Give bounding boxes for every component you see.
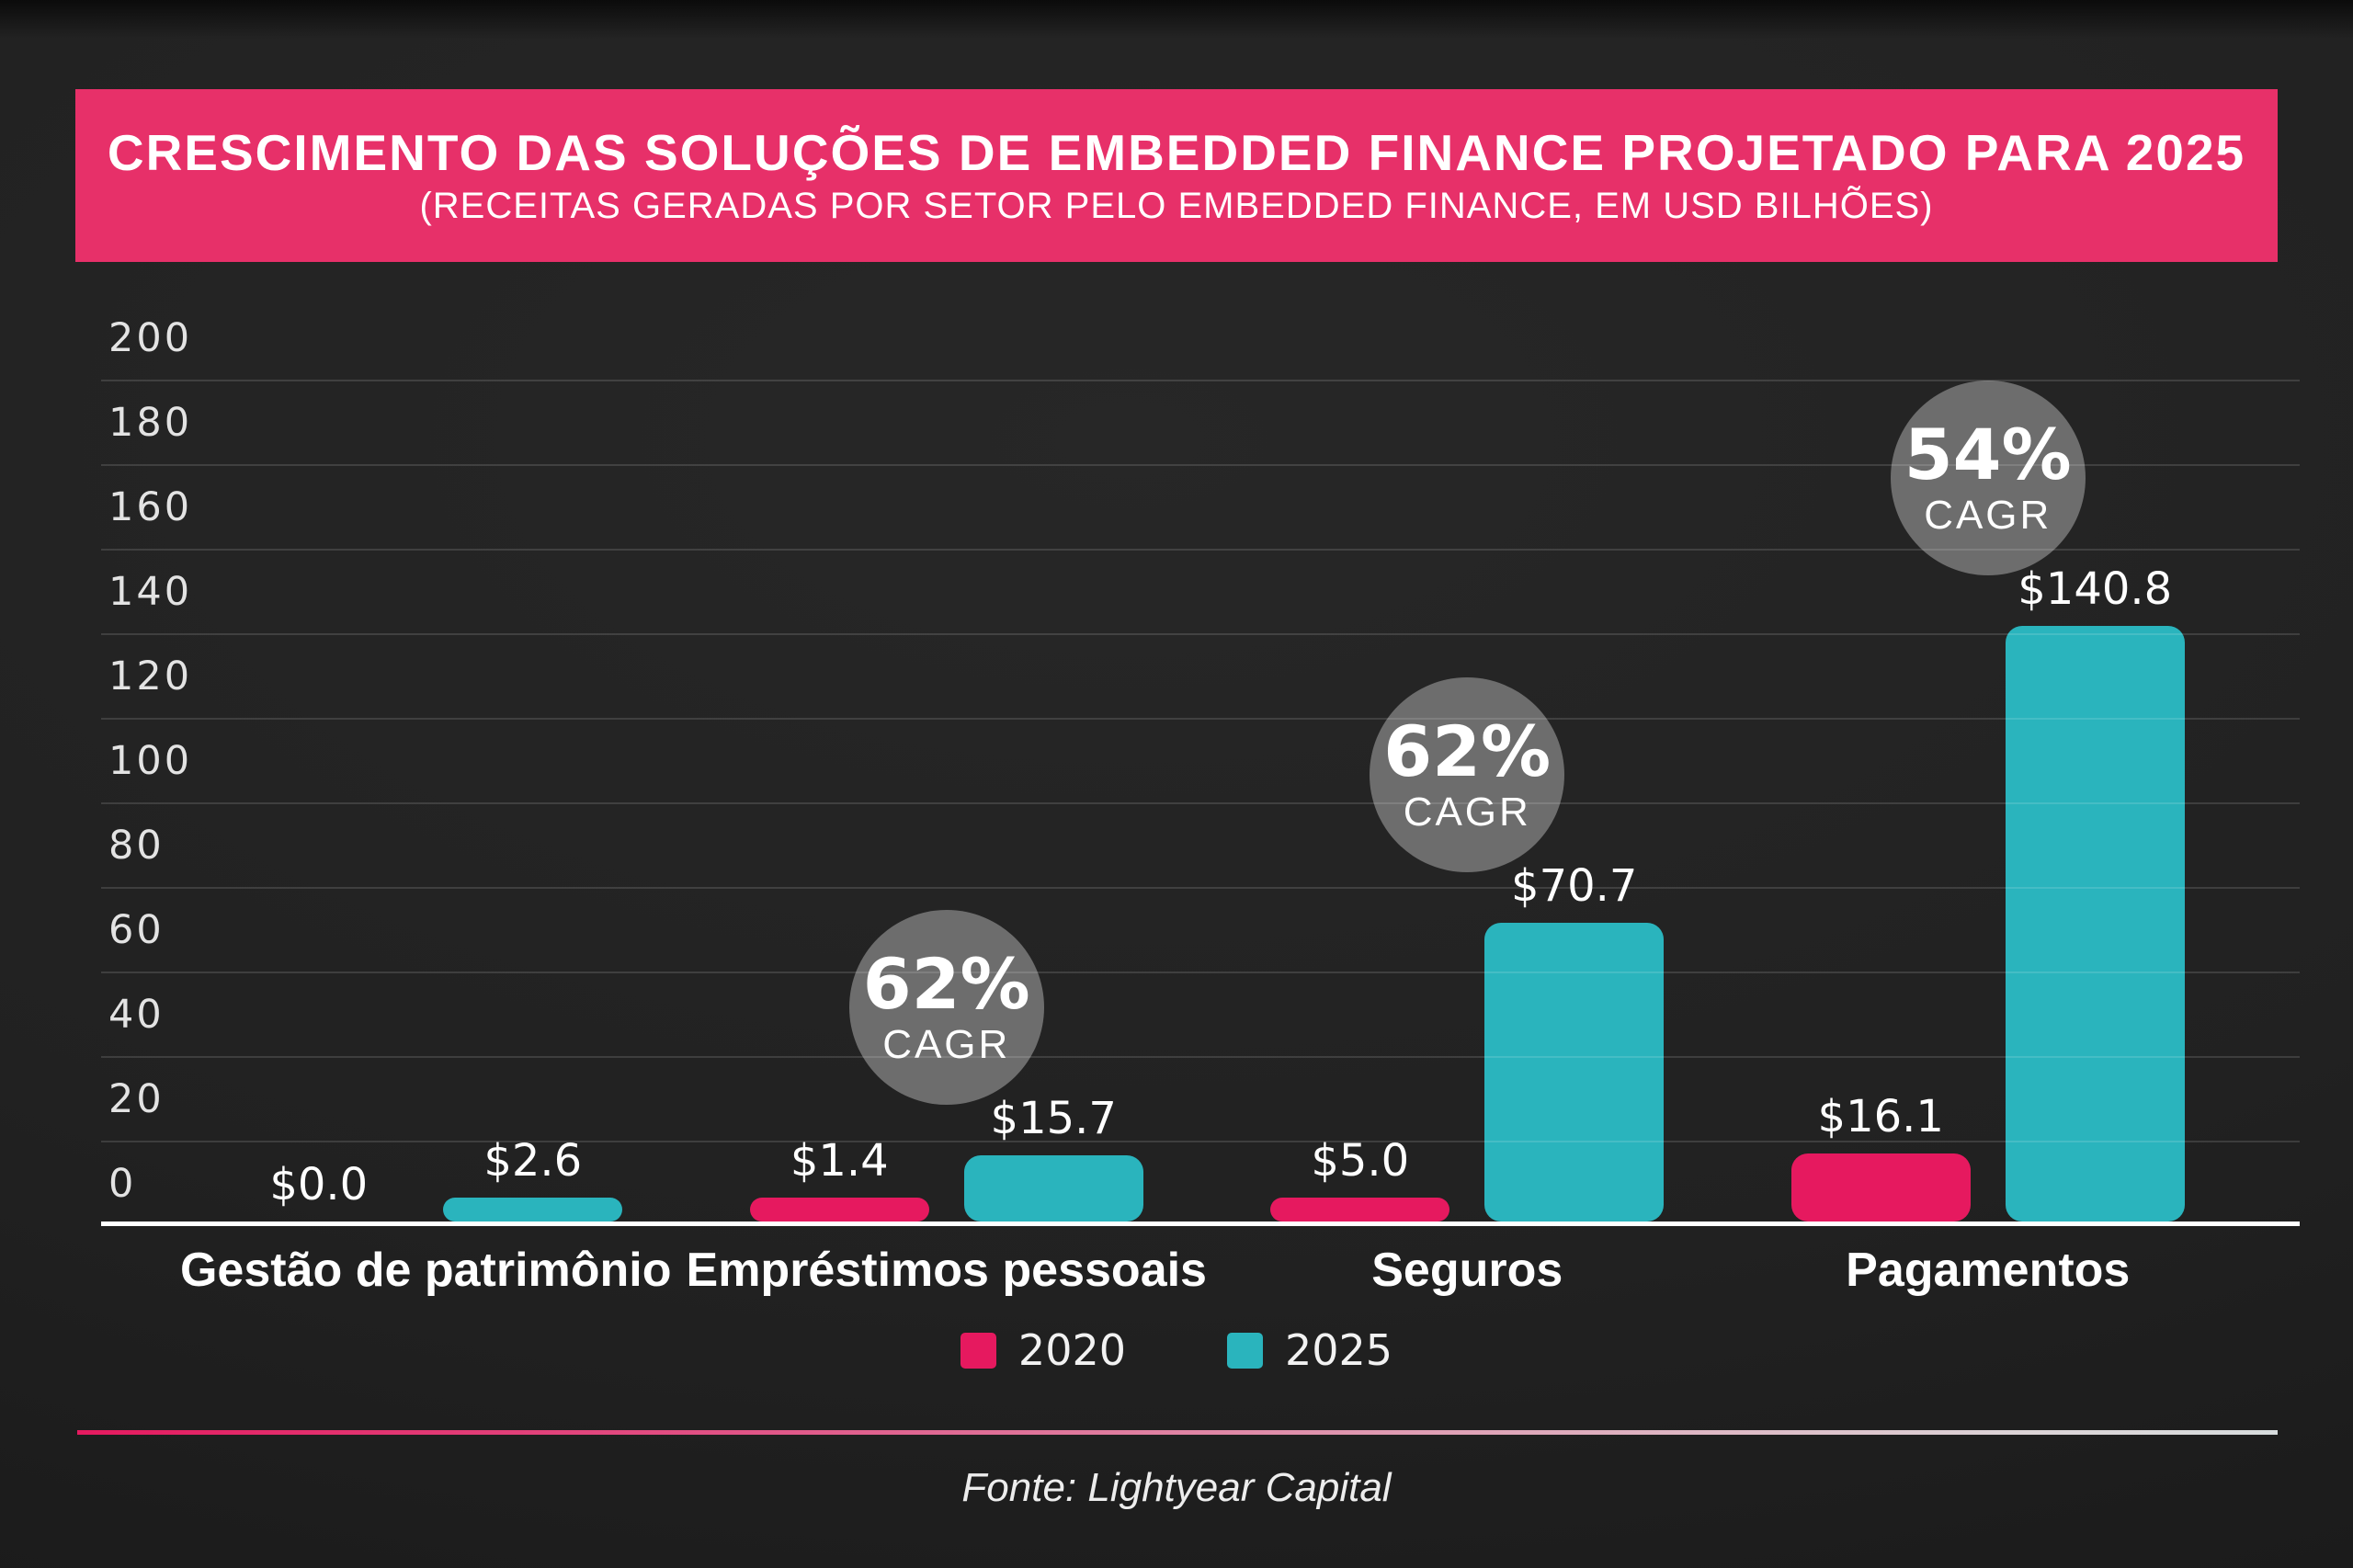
y-tick-label: 80 [108, 823, 165, 869]
bar-value-label: $5.0 [1311, 1135, 1410, 1187]
cagr-percent: 62% [1383, 710, 1552, 792]
y-tick-label: 160 [108, 484, 193, 530]
bar-value-label: $0.0 [269, 1159, 369, 1210]
page-title: CRESCIMENTO DAS SOLUÇÕES DE EMBEDDED FIN… [107, 123, 2246, 181]
bar-value-label: $70.7 [1511, 859, 1638, 912]
bar-group: $0.0 $2.6 [165, 381, 687, 1226]
bar-2025 [2005, 626, 2185, 1221]
x-axis-line [101, 1221, 2300, 1226]
legend-swatch-2025 [1227, 1332, 1263, 1369]
y-tick-label: 120 [108, 653, 193, 699]
bar-value-label: $140.8 [2018, 563, 2173, 616]
bar-value-label: $15.7 [990, 1092, 1117, 1144]
bar-2025 [963, 1154, 1143, 1221]
y-axis: 0 20 40 60 80 100 120 140 160 180 200 [108, 319, 292, 1226]
bar-2020 [1790, 1153, 1971, 1221]
bar-2020 [1270, 1198, 1450, 1221]
bar-wrap: $70.7 [1484, 859, 1665, 1221]
legend-label: 2020 [1017, 1325, 1126, 1375]
bar-group: $1.4 $15.7 62% CAGR [687, 381, 1208, 1226]
bar-2025 [1484, 922, 1665, 1221]
cagr-label: CAGR [1403, 789, 1531, 835]
bar-wrap: $140.8 [2005, 563, 2185, 1221]
bar-2025 [443, 1198, 623, 1221]
legend-label: 2025 [1285, 1325, 1393, 1375]
bar-value-label: $2.6 [483, 1135, 583, 1187]
x-axis: Gestão de patrimônio Empréstimos pessoais… [165, 1244, 2248, 1297]
category-label: Empréstimos pessoais [686, 1244, 1207, 1297]
bar-group: $5.0 $70.7 62% CAGR [1207, 381, 1728, 1226]
bar-wrap: $15.7 [963, 1092, 1143, 1221]
cagr-percent: 54% [1904, 414, 2072, 496]
y-tick-label: 140 [108, 569, 193, 615]
page-subtitle: (RECEITAS GERADAS POR SETOR PELO EMBEDDE… [419, 185, 1934, 226]
legend-item-2020: 2020 [960, 1325, 1126, 1375]
category-label: Pagamentos [1846, 1244, 2131, 1297]
cagr-percent: 62% [862, 942, 1030, 1025]
bar-wrap: $1.4 [749, 1135, 929, 1221]
bar-pair: $5.0 $70.7 [1207, 864, 1728, 1221]
legend-swatch-2020 [960, 1332, 996, 1369]
bar-pair: $0.0 $2.6 [165, 1139, 687, 1221]
bar-value-label: $16.1 [1817, 1090, 1944, 1142]
y-tick-label: 180 [108, 400, 193, 446]
bar-wrap: $5.0 [1270, 1135, 1450, 1221]
cagr-bubble: 54% CAGR [1890, 381, 2086, 576]
y-tick-label: 100 [108, 738, 193, 784]
source-text: Fonte: Lightyear Capital [961, 1465, 1392, 1510]
title-banner: CRESCIMENTO DAS SOLUÇÕES DE EMBEDDED FIN… [75, 89, 2278, 262]
y-tick-label: 200 [108, 315, 193, 361]
chart-legend: 2020 2025 [0, 1329, 2353, 1371]
plot-area: $0.0 $2.6 $1.4 $15.7 62% CAGR $5.0 $70.7 62% CAGR… [165, 381, 2248, 1226]
cagr-bubble: 62% CAGR [848, 909, 1044, 1105]
bar-group: $16.1 $140.8 54% CAGR [1728, 381, 2249, 1226]
bar-2020 [749, 1198, 929, 1221]
category-label: Seguros [1371, 1244, 1563, 1297]
bar-pair: $16.1 $140.8 [1728, 567, 2249, 1221]
bar-wrap: $2.6 [443, 1135, 623, 1221]
legend-item-2025: 2025 [1227, 1329, 1392, 1371]
cagr-bubble: 62% CAGR [1370, 676, 1565, 872]
bar-wrap: $0.0 [229, 1163, 408, 1221]
cagr-label: CAGR [1924, 493, 2052, 539]
y-tick-label: 40 [108, 992, 165, 1038]
category-label: Gestão de patrimônio [179, 1244, 672, 1297]
cagr-label: CAGR [882, 1021, 1011, 1067]
bar-pair: $1.4 $15.7 [687, 1096, 1208, 1221]
y-tick-label: 20 [108, 1076, 165, 1122]
y-tick-label: 0 [108, 1161, 137, 1207]
footer-divider [77, 1430, 2278, 1435]
bar-wrap: $16.1 [1790, 1090, 1971, 1221]
bar-value-label: $1.4 [790, 1135, 889, 1187]
y-tick-label: 60 [108, 907, 165, 953]
